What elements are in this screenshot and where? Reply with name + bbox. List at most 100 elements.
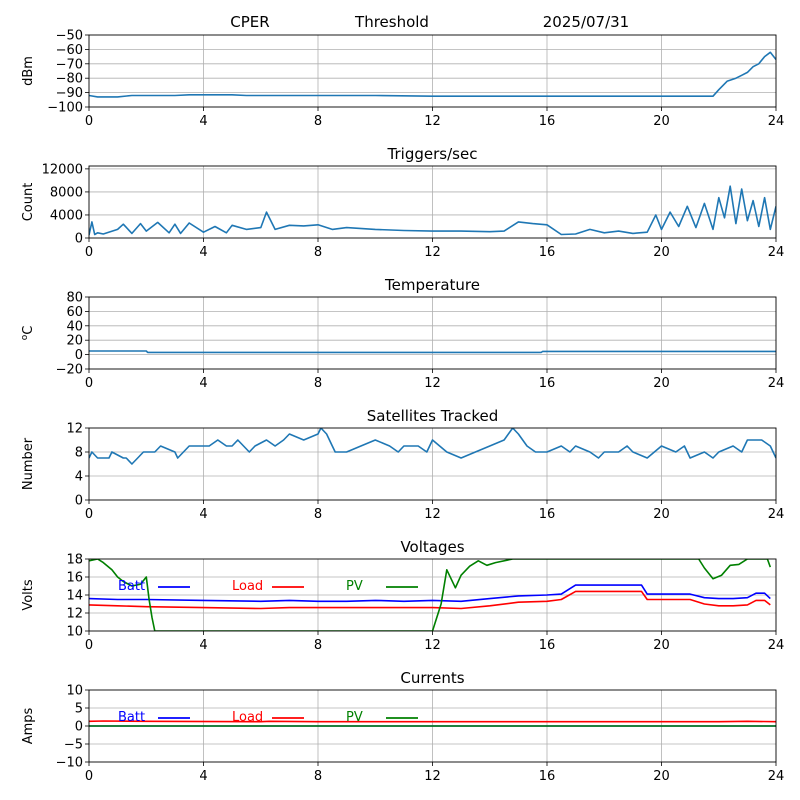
x-tick-label: 8 — [314, 638, 322, 653]
series-group — [89, 720, 776, 727]
x-tick-label: 12 — [424, 638, 441, 653]
panel-title: Temperature — [384, 276, 480, 294]
y-axis-label: Number — [21, 437, 36, 490]
x-tick-label: 20 — [653, 114, 670, 129]
y-tick-label: 80 — [66, 291, 83, 306]
series-line-1 — [89, 185, 776, 236]
x-tick-label: 0 — [85, 638, 93, 653]
y-tick-label: −90 — [56, 86, 83, 101]
x-tick-label: 16 — [539, 507, 556, 522]
y-tick-label: 8 — [75, 446, 83, 461]
x-tick-label: 4 — [199, 638, 207, 653]
x-tick-label: 12 — [424, 507, 441, 522]
series-line-load — [89, 590, 771, 610]
x-tick-label: 4 — [199, 769, 207, 784]
x-tick-label: 16 — [539, 114, 556, 129]
series-group — [89, 51, 776, 98]
y-tick-label: 0 — [75, 232, 83, 247]
legend-label-batt: Batt — [118, 710, 145, 725]
x-tick-label: 20 — [653, 638, 670, 653]
panel-4: 0 4 8 12 16 20 24 12 8 4 0 Satellites Tracked Number — [21, 407, 784, 522]
series-group — [89, 350, 776, 354]
x-tick-label: 0 — [85, 245, 93, 260]
x-tick-label: 12 — [424, 245, 441, 260]
y-tick-label: 4 — [75, 470, 83, 485]
legend-label-load: Load — [232, 710, 263, 725]
y-axis-label: Volts — [21, 579, 36, 611]
x-tick-label: 20 — [653, 769, 670, 784]
x-tick-label: 8 — [314, 245, 322, 260]
x-tick-label: 0 — [85, 769, 93, 784]
y-tick-label: 8000 — [50, 185, 83, 200]
x-tick-label: 8 — [314, 507, 322, 522]
legend-label-pv: PV — [346, 710, 363, 725]
plot-frame — [88, 427, 777, 501]
x-tick-label: 0 — [85, 376, 93, 391]
panel-1: 0 4 8 12 16 20 24 −50−60−70−80−90−100 dBm — [21, 29, 784, 130]
y-tick-label: 14 — [66, 589, 83, 604]
y-axis-label: oC — [20, 326, 36, 341]
panel-5: 0 4 8 12 16 20 24 18 16 14 12 10 Voltages Volts Batt Lo… — [21, 538, 784, 653]
plot-frame — [88, 689, 777, 763]
x-tick-label: 4 — [199, 245, 207, 260]
x-tick-label: 0 — [85, 114, 93, 129]
series-group — [89, 185, 776, 236]
y-tick-label: −60 — [56, 43, 83, 58]
x-tick-label: 24 — [768, 769, 785, 784]
y-tick-label: −20 — [56, 363, 83, 378]
station-name: CPER — [230, 13, 269, 31]
panel-title: Voltages — [400, 538, 464, 556]
plot-frame — [88, 296, 777, 370]
y-tick-label: 12 — [66, 607, 83, 622]
y-tick-label: −70 — [56, 57, 83, 72]
panel-title: Satellites Tracked — [367, 407, 498, 425]
x-tick-label: 12 — [424, 376, 441, 391]
x-tick-label: 24 — [768, 245, 785, 260]
panel-6: 0 4 8 12 16 20 24 10 5 0 −5 −10 Currents Amps Batt Load… — [21, 669, 784, 784]
x-tick-label: 24 — [768, 376, 785, 391]
y-tick-label: −10 — [56, 756, 83, 771]
y-tick-label: 12 — [66, 422, 83, 437]
series-group — [89, 559, 772, 631]
x-tick-label: 12 — [424, 769, 441, 784]
series-line-load — [89, 720, 776, 723]
chart-date: 2025/07/31 — [543, 13, 629, 31]
y-tick-label: 10 — [66, 625, 83, 640]
y-tick-label: 5 — [75, 702, 83, 717]
x-tick-label: 8 — [314, 114, 322, 129]
y-tick-label: 10 — [66, 684, 83, 699]
y-tick-label: 0 — [75, 348, 83, 363]
series-line-1 — [89, 51, 776, 98]
y-tick-label: −50 — [56, 29, 83, 44]
x-tick-label: 4 — [199, 114, 207, 129]
plot-frame — [88, 34, 777, 108]
x-tick-label: 20 — [653, 376, 670, 391]
series-line-1 — [89, 350, 776, 354]
x-tick-label: 16 — [539, 638, 556, 653]
y-axis-label: dBm — [21, 56, 36, 86]
legend-label-load: Load — [232, 579, 263, 594]
plot-frame — [88, 558, 777, 632]
y-tick-label: 40 — [66, 319, 83, 334]
y-tick-label: 0 — [75, 494, 83, 509]
legend-label-pv: PV — [346, 579, 363, 594]
x-tick-label: 0 — [85, 507, 93, 522]
panel-2: 0 4 8 12 16 20 24 0 4000 8000 12000 Triggers/sec Cou… — [21, 145, 784, 260]
y-tick-label: −5 — [64, 738, 83, 753]
x-tick-label: 20 — [653, 507, 670, 522]
series-group — [89, 428, 776, 465]
x-tick-label: 24 — [768, 638, 785, 653]
y-tick-label: 4000 — [50, 208, 83, 223]
plot-frame — [88, 165, 777, 239]
x-tick-label: 16 — [539, 245, 556, 260]
series-line-pv — [89, 559, 772, 631]
y-tick-label: 16 — [66, 571, 83, 586]
y-tick-label: 0 — [75, 720, 83, 735]
x-tick-label: 4 — [199, 507, 207, 522]
x-tick-label: 8 — [314, 376, 322, 391]
y-tick-label: −80 — [56, 72, 83, 87]
legend-label-batt: Batt — [118, 579, 145, 594]
